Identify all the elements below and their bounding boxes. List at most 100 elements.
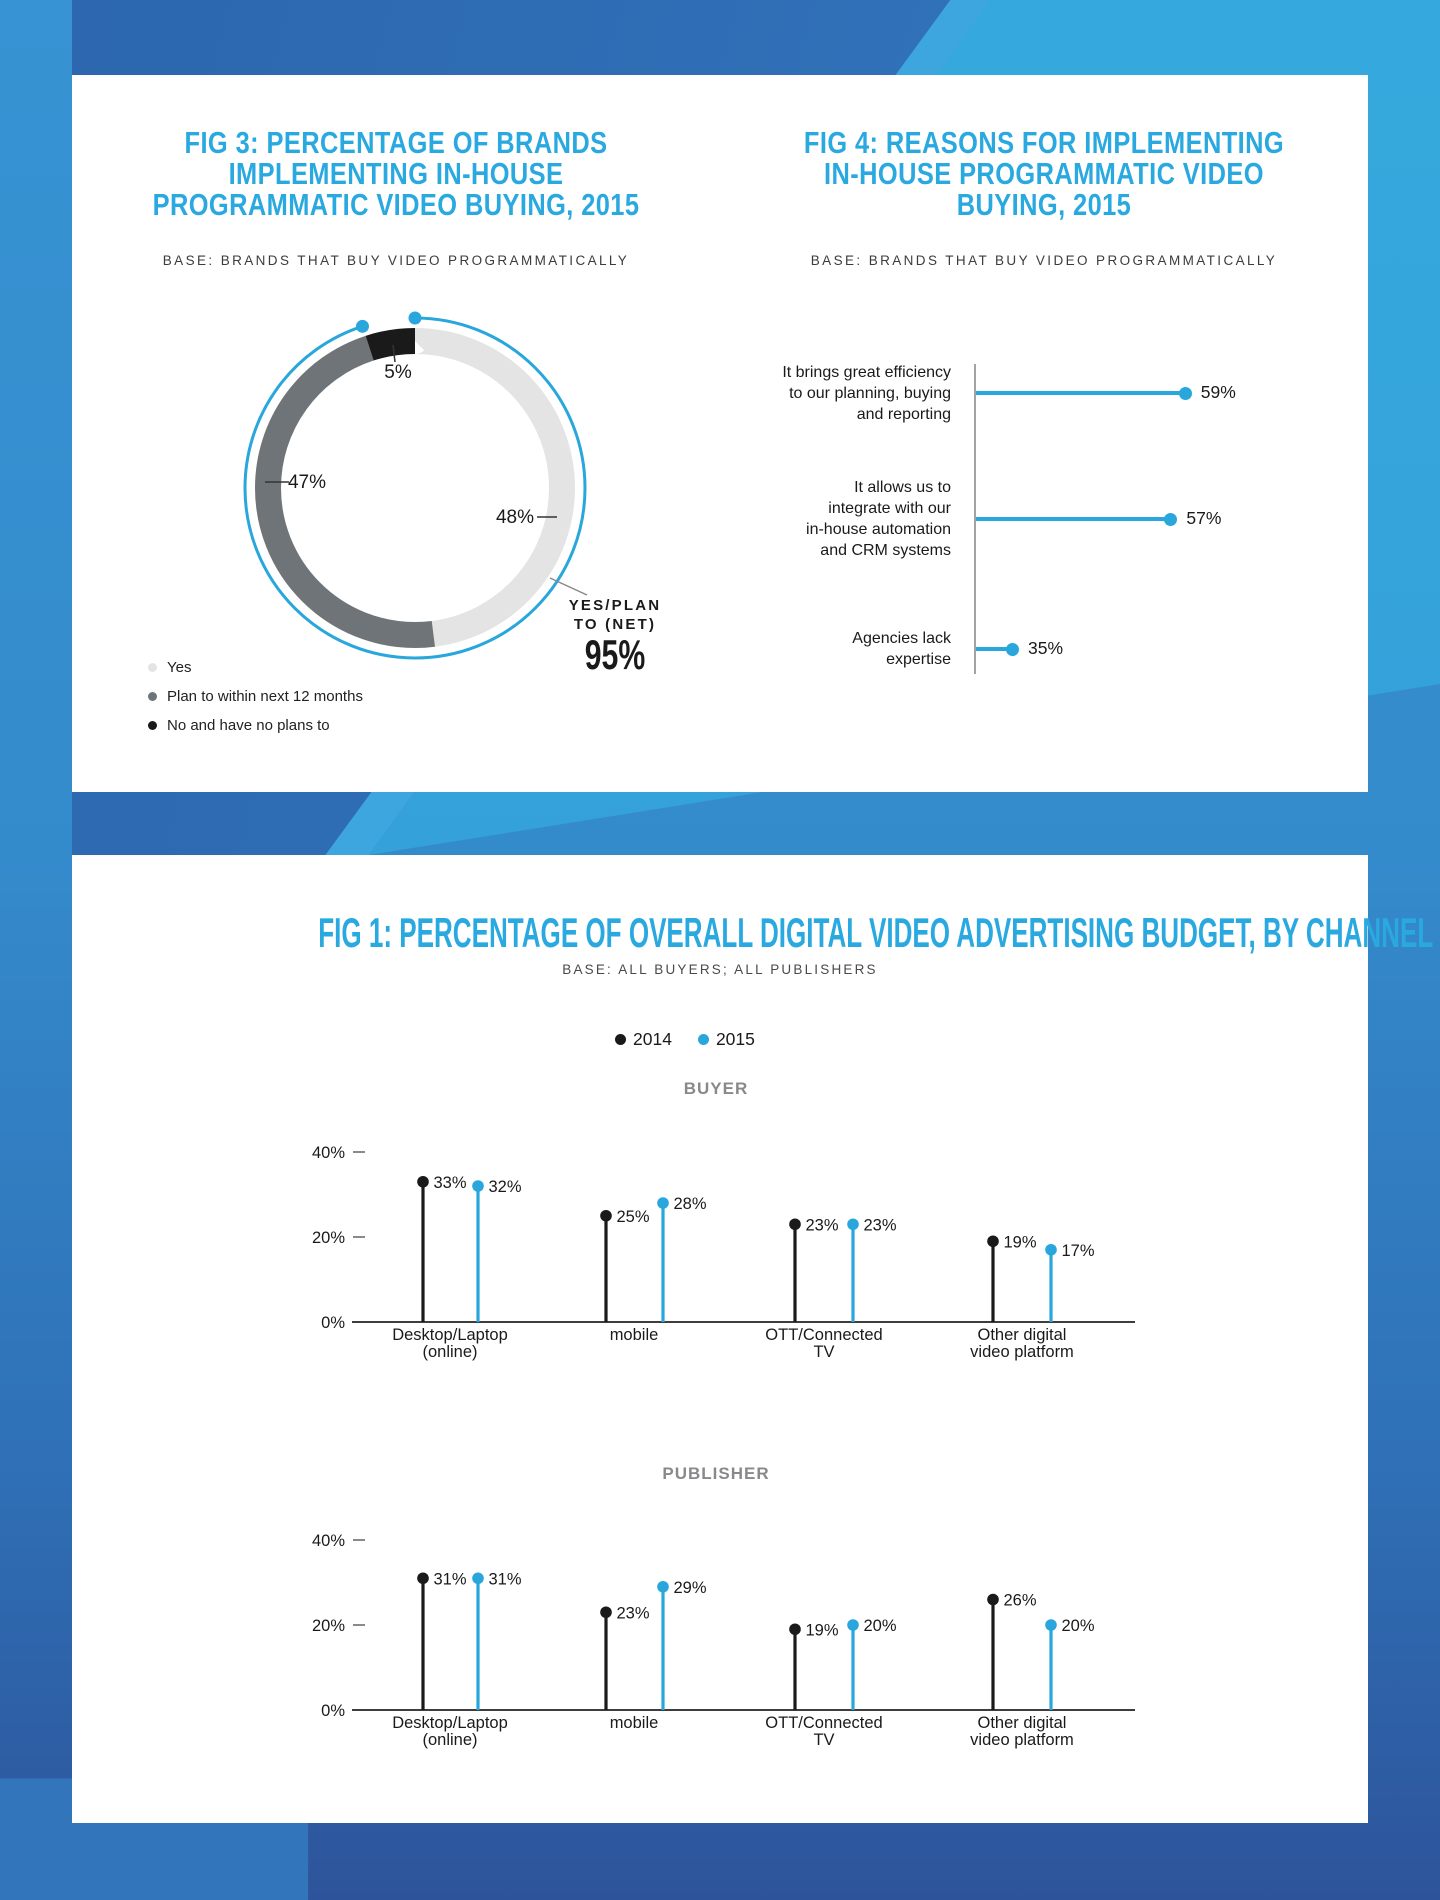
category-label: (online) [422, 1343, 477, 1361]
fig1-legend: 2014 2015 [615, 1029, 755, 1050]
y-axis-tick-label: 40% [312, 1532, 345, 1550]
fig4-bar [976, 517, 1171, 521]
category-label: OTT/Connected [765, 1326, 882, 1344]
donut-label-plan: 47% [288, 472, 326, 493]
category-label: video platform [970, 1731, 1074, 1749]
fig4-bar [976, 647, 1012, 651]
fig4-item-label-line: It allows us to [854, 479, 951, 496]
fig4-base-note: BASE: BRANDS THAT BUY VIDEO PROGRAMMATIC… [810, 253, 1278, 268]
panel-title-buyer: BUYER [683, 1079, 749, 1098]
fig4-item-label-line: and CRM systems [820, 542, 951, 559]
lollipop-dot-2015 [472, 1572, 484, 1585]
donut-segment-plan [255, 328, 575, 648]
legend-dot [697, 1034, 709, 1045]
y-axis-tick-label: 0% [321, 1314, 345, 1332]
fig3-title-line: PROGRAMMATIC VIDEO BUYING, 2015 [152, 187, 640, 222]
net-annotation-value: 95% [584, 631, 646, 678]
donut-label-yes: 48% [496, 507, 534, 528]
net-arc-dot-end [355, 319, 369, 333]
net-annotation-line: YES/PLAN [568, 597, 662, 614]
fig3-title: FIG 3: PERCENTAGE OF BRANDS IMPLEMENTING… [130, 127, 661, 220]
donut-segment-no [255, 328, 575, 648]
value-label: 19% [1004, 1233, 1037, 1251]
value-label: 25% [617, 1208, 650, 1226]
value-label: 29% [674, 1579, 707, 1597]
category-label: mobile [610, 1714, 659, 1732]
legend-item: 2014 [615, 1029, 672, 1050]
legend-label: 2015 [715, 1029, 755, 1049]
value-label: 23% [864, 1216, 897, 1234]
fig4-item-label-line: It brings great efficiency [782, 363, 951, 381]
fig3-title-line: FIG 3: PERCENTAGE OF BRANDS [184, 125, 608, 160]
legend-dot [148, 662, 157, 672]
fig4-item-label-line: to our planning, buying [789, 384, 951, 402]
y-axis-tick-label: 40% [312, 1144, 345, 1162]
fig4-item-label: Agencies lack expertise [671, 628, 951, 670]
net-arc-dot-start [408, 311, 422, 325]
value-label: 31% [489, 1570, 522, 1588]
value-label: 17% [1062, 1242, 1095, 1260]
lollipop-dot-2015 [472, 1180, 484, 1192]
lollipop-dot-2014 [789, 1218, 801, 1231]
fig4-item-label: It brings great efficiency to our plannin… [671, 362, 951, 425]
fig1-base-note: BASE: ALL BUYERS; ALL PUBLISHERS [562, 962, 878, 977]
fig4-item-label-line: in-house automation [806, 521, 951, 538]
donut-callout-line-no [392, 344, 396, 363]
fig4-item-label-line: integrate with our [828, 500, 951, 517]
lollipop-dot-2014 [987, 1235, 999, 1248]
lollipop-dot-2014 [600, 1606, 612, 1619]
fig4-value-label: 59% [1200, 382, 1236, 402]
value-label: 23% [617, 1604, 650, 1622]
lollipop-dot-2014 [789, 1623, 801, 1636]
fig3-base-note: BASE: BRANDS THAT BUY VIDEO PROGRAMMATIC… [162, 253, 630, 268]
fig4-bar-dot [1164, 512, 1178, 526]
value-label: 32% [489, 1178, 522, 1196]
lollipop-dot-2014 [600, 1209, 612, 1222]
panel-title-publisher: PUBLISHER [662, 1464, 770, 1483]
fig4-value-label: 35% [1028, 638, 1064, 658]
fig4-item-label-line: and reporting [856, 405, 951, 423]
legend-label: No and have no plans to [167, 716, 330, 734]
fig3-title-line: IMPLEMENTING IN-HOUSE [228, 156, 564, 191]
fig4-title-line: IN-HOUSE PROGRAMMATIC VIDEO [824, 156, 1264, 191]
fig3-donut-chart: 5% 47% 48% [243, 311, 588, 660]
bottom-card: FIG 1: PERCENTAGE OF OVERALL DIGITAL VID… [72, 855, 1434, 1823]
lollipop-dot-2015 [1045, 1243, 1057, 1256]
lollipop-dot-2015 [847, 1619, 859, 1631]
y-axis-tick-label: 20% [312, 1617, 345, 1635]
category-label: TV [813, 1343, 834, 1361]
fig4-item-label: It allows us to integrate with our in-hous… [671, 477, 951, 561]
category-label: mobile [610, 1326, 659, 1344]
fig4-bar-dot [1006, 642, 1019, 656]
lollipop-dot-2015 [847, 1218, 859, 1231]
legend-item: 2015 [697, 1029, 755, 1050]
value-label: 28% [674, 1195, 707, 1213]
value-label: 19% [806, 1621, 839, 1639]
legend-dot [615, 1034, 626, 1045]
net-callout-line [549, 577, 588, 596]
fig4-bar-dot [1178, 386, 1192, 400]
legend-dot [148, 691, 157, 701]
legend-label: 2014 [633, 1029, 672, 1049]
fig1-title: FIG 1: PERCENTAGE OF OVERALL DIGITAL VID… [318, 909, 1434, 956]
category-label: Desktop/Laptop [392, 1714, 508, 1732]
legend-label: Plan to within next 12 months [167, 687, 363, 705]
fig4-value-label: 57% [1186, 508, 1222, 528]
fig4-section: FIG 4: REASONS FOR IMPLEMENTING IN-HOUSE… [720, 75, 1368, 792]
value-label: 20% [1062, 1617, 1095, 1635]
fig3-section: FIG 3: PERCENTAGE OF BRANDS IMPLEMENTING… [72, 75, 720, 792]
category-label: TV [813, 1731, 834, 1749]
lollipop-dot-2014 [987, 1593, 999, 1606]
lollipop-chart-publisher: 40% 20% 0% Desktop/Laptop(online) 31% 31% mobi… [312, 1532, 1135, 1749]
fig3-legend: Yes Plan to within next 12 months No and h… [148, 657, 363, 744]
value-label: 33% [434, 1174, 467, 1192]
value-label: 20% [864, 1617, 897, 1635]
donut-label-no: 5% [384, 362, 412, 383]
fig4-title-line: BUYING, 2015 [956, 187, 1132, 222]
lollipop-dot-2015 [657, 1580, 669, 1593]
fig4-bar [976, 391, 1185, 395]
y-axis-tick-label: 0% [321, 1702, 345, 1720]
lollipop-dot-2015 [657, 1197, 669, 1209]
top-card: FIG 3: PERCENTAGE OF BRANDS IMPLEMENTING… [72, 75, 1368, 792]
lollipop-chart-buyer: 40% 20% 0% Desktop/Laptop(online) 33% 32% mobi… [312, 1144, 1135, 1361]
